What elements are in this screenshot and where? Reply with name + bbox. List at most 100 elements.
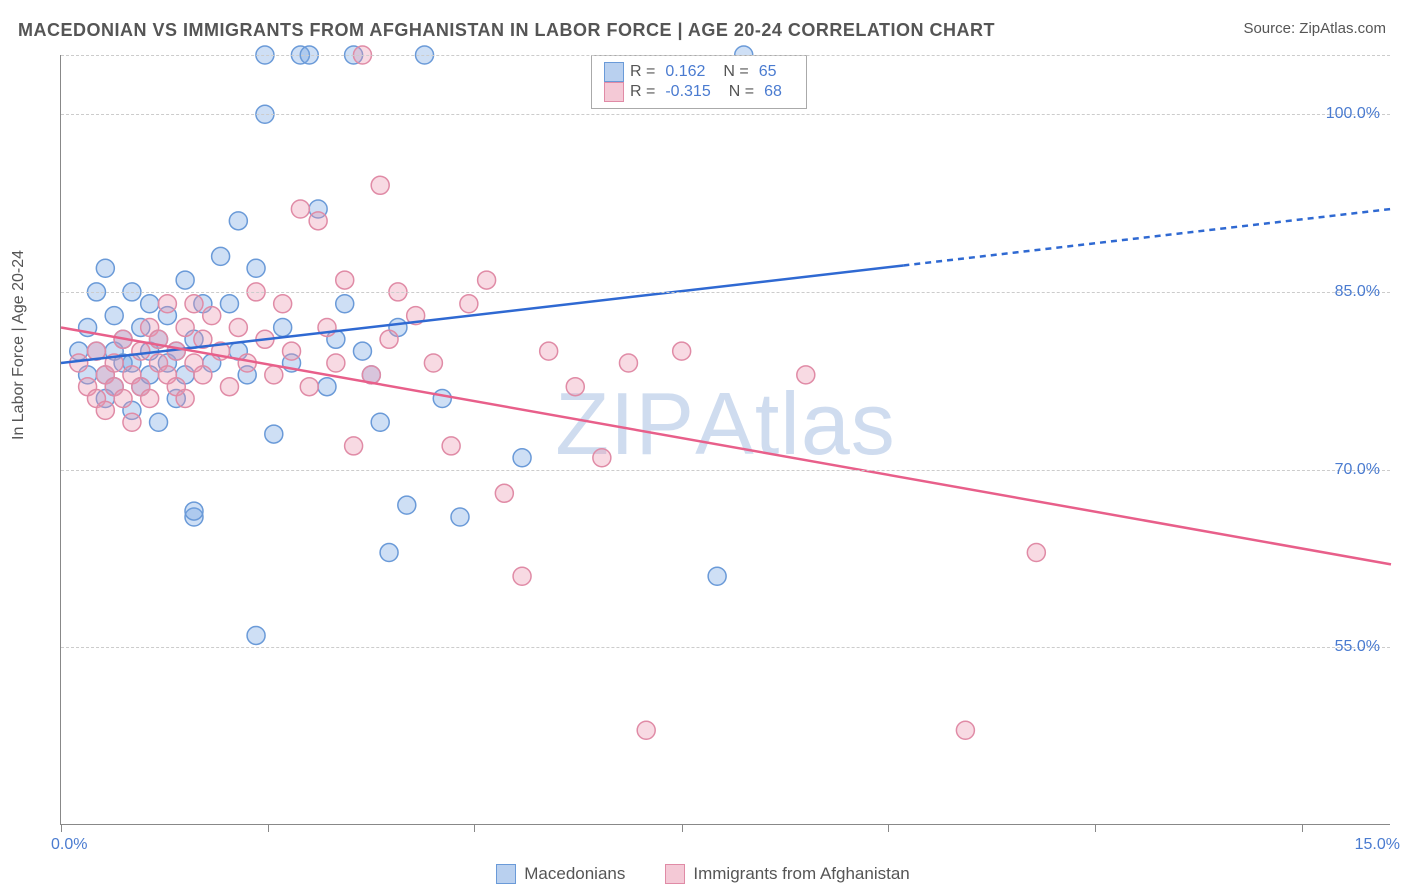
data-point [158, 295, 176, 313]
legend-n-value: 68 [764, 83, 782, 101]
data-point [274, 318, 292, 336]
data-point [176, 318, 194, 336]
data-point [478, 271, 496, 289]
x-tick [1095, 824, 1096, 832]
series-legend-item: Macedonians [496, 864, 625, 884]
x-tick [682, 824, 683, 832]
y-tick-label: 70.0% [1335, 461, 1380, 479]
data-point [513, 567, 531, 585]
data-point [70, 354, 88, 372]
chart-title: MACEDONIAN VS IMMIGRANTS FROM AFGHANISTA… [18, 20, 995, 41]
series-legend-item: Immigrants from Afghanistan [665, 864, 909, 884]
legend-row: R = 0.162 N = 65 [604, 62, 794, 82]
data-point [265, 366, 283, 384]
data-point [194, 366, 212, 384]
data-point [540, 342, 558, 360]
legend-r-label: R = [630, 63, 655, 81]
series-name: Immigrants from Afghanistan [693, 864, 909, 884]
data-point [637, 721, 655, 739]
grid-line [61, 647, 1390, 648]
data-point [460, 295, 478, 313]
data-point [283, 342, 301, 360]
data-point [150, 413, 168, 431]
data-point [336, 295, 354, 313]
x-tick [474, 824, 475, 832]
trend-line-extrapolated [903, 209, 1391, 265]
x-tick [1302, 824, 1303, 832]
source-attribution: Source: ZipAtlas.com [1243, 20, 1386, 37]
grid-line [61, 470, 1390, 471]
legend-swatch [604, 62, 624, 82]
legend-row: R = -0.315 N = 68 [604, 82, 794, 102]
chart-container: MACEDONIAN VS IMMIGRANTS FROM AFGHANISTA… [0, 0, 1406, 892]
data-point [442, 437, 460, 455]
plot-area: ZIPAtlas R = 0.162N = 65R = -0.315N = 68… [60, 55, 1390, 825]
data-point [300, 378, 318, 396]
data-point [291, 200, 309, 218]
data-point [247, 259, 265, 277]
data-point [451, 508, 469, 526]
legend-n-label: N = [723, 63, 748, 81]
data-point [309, 212, 327, 230]
data-point [265, 425, 283, 443]
series-name: Macedonians [524, 864, 625, 884]
data-point [327, 354, 345, 372]
data-point [336, 271, 354, 289]
data-point [424, 354, 442, 372]
data-point [956, 721, 974, 739]
y-tick-label: 85.0% [1335, 283, 1380, 301]
data-point [619, 354, 637, 372]
x-tick [61, 824, 62, 832]
trend-line [61, 327, 1391, 564]
data-point [247, 626, 265, 644]
data-point [380, 330, 398, 348]
data-point [212, 247, 230, 265]
data-point [176, 390, 194, 408]
data-point [220, 295, 238, 313]
data-point [513, 449, 531, 467]
x-tick [268, 824, 269, 832]
data-point [345, 437, 363, 455]
grid-line [61, 114, 1390, 115]
y-tick-label: 55.0% [1335, 638, 1380, 656]
legend-swatch [604, 82, 624, 102]
grid-line [61, 55, 1390, 56]
data-point [123, 413, 141, 431]
plot-svg [61, 55, 1390, 824]
data-point [176, 271, 194, 289]
data-point [318, 378, 336, 396]
data-point [185, 502, 203, 520]
legend-r-value: -0.315 [665, 83, 710, 101]
data-point [708, 567, 726, 585]
data-point [220, 378, 238, 396]
x-tick [888, 824, 889, 832]
data-point [229, 212, 247, 230]
data-point [229, 318, 247, 336]
correlation-legend: R = 0.162 N = 65 R = -0.315 N = 68 [591, 55, 807, 109]
legend-n-value: 65 [759, 63, 777, 81]
legend-swatch [496, 864, 516, 884]
data-point [371, 176, 389, 194]
x-tick-label: 15.0% [1355, 836, 1400, 854]
y-tick-label: 100.0% [1326, 105, 1380, 123]
data-point [593, 449, 611, 467]
data-point [380, 544, 398, 562]
data-point [96, 259, 114, 277]
data-point [274, 295, 292, 313]
grid-line [61, 292, 1390, 293]
series-legend: Macedonians Immigrants from Afghanistan [0, 864, 1406, 884]
data-point [797, 366, 815, 384]
data-point [114, 390, 132, 408]
data-point [673, 342, 691, 360]
legend-n-label: N = [729, 83, 754, 101]
legend-swatch [665, 864, 685, 884]
legend-r-value: 0.162 [665, 63, 705, 81]
data-point [371, 413, 389, 431]
data-point [398, 496, 416, 514]
data-point [132, 342, 150, 360]
legend-r-label: R = [630, 83, 655, 101]
data-point [141, 295, 159, 313]
data-point [96, 401, 114, 419]
data-point [141, 390, 159, 408]
y-axis-label: In Labor Force | Age 20-24 [10, 250, 28, 440]
